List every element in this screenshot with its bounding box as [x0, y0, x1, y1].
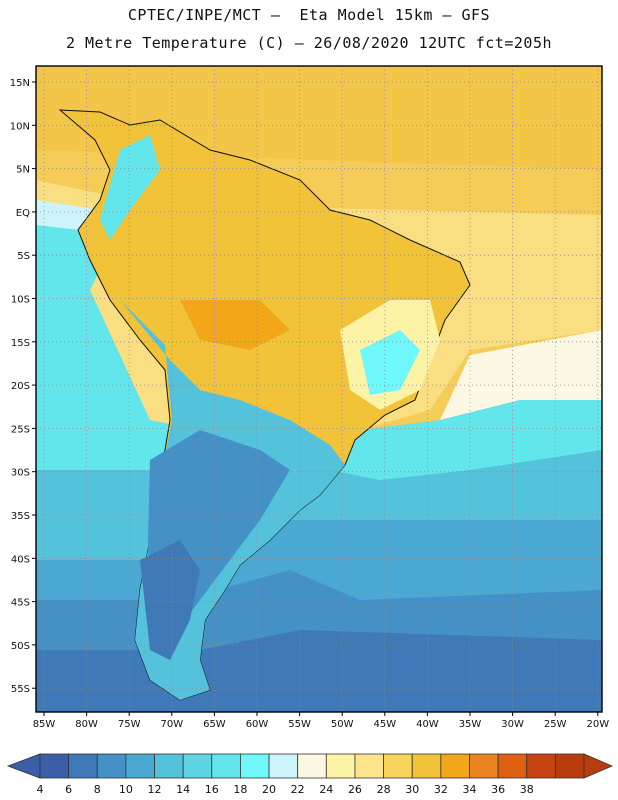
- lat-label: 45S: [11, 598, 30, 609]
- colorbar-segment: [154, 753, 184, 779]
- colorbar-label: 24: [319, 783, 333, 796]
- lat-label: 15N: [10, 78, 30, 89]
- colorbar-segment: [526, 753, 556, 779]
- lat-label: 35S: [11, 511, 30, 522]
- lon-label: 25W: [544, 719, 567, 730]
- colorbar-segment: [268, 753, 299, 779]
- andes-cold-area: [100, 135, 160, 240]
- lat-label: 30S: [11, 468, 30, 479]
- colorbar-segment: [240, 753, 270, 779]
- lat-label: 5S: [17, 251, 30, 262]
- lon-label: 40W: [416, 719, 439, 730]
- colorbar-segment: [211, 753, 241, 779]
- colorbar-segment: [325, 753, 356, 779]
- lon-label: 85W: [33, 719, 56, 730]
- colorbar-label: 28: [377, 783, 391, 796]
- colorbar-segment: [554, 753, 585, 779]
- lon-label: 30W: [501, 719, 524, 730]
- colorbar-segment: [497, 753, 528, 779]
- colorbar-segment: [383, 753, 413, 779]
- ocean-pale-band: [440, 330, 602, 420]
- lat-label: 20S: [11, 381, 30, 392]
- colorbar-label: 32: [434, 783, 448, 796]
- lon-label: 45W: [373, 719, 396, 730]
- chart-subtitle: 2 Metre Temperature (C) – 26/08/2020 12U…: [65, 34, 553, 52]
- lon-label: 65W: [203, 719, 226, 730]
- colorbar-segment: [68, 753, 98, 779]
- lat-label: 15S: [11, 338, 30, 349]
- colorbar-segment: [297, 753, 327, 779]
- colorbar-label: 38: [520, 783, 534, 796]
- colorbar-segment: [411, 753, 442, 779]
- colorbar-label: 10: [119, 783, 133, 796]
- colorbar-label: 34: [462, 783, 476, 796]
- lon-label: 55W: [288, 719, 311, 730]
- colorbar-segment: [469, 753, 499, 779]
- lat-label: 55S: [11, 684, 30, 695]
- colorbar-label: 20: [262, 783, 276, 796]
- colorbar-segment: [182, 753, 213, 779]
- map-field: [36, 66, 602, 712]
- lon-label: 20W: [586, 719, 609, 730]
- lat-label: 10N: [10, 121, 30, 132]
- colorbar-label: 12: [148, 783, 162, 796]
- lon-label: 50W: [331, 719, 354, 730]
- colorbar-label: 16: [205, 783, 219, 796]
- lon-label: 60W: [246, 719, 269, 730]
- lat-label: 25S: [11, 424, 30, 435]
- colorbar-label: 18: [233, 783, 247, 796]
- map-frame: [35, 65, 603, 713]
- colorbar-segment: [440, 753, 470, 779]
- longitude-axis: 85W 80W 75W 70W 65W 60W 55W 50W 45W 40W 35W 30W 25W 2…: [33, 712, 609, 730]
- colorbar-segment: [354, 753, 384, 779]
- lat-label: 40S: [11, 554, 30, 565]
- colorbar-label: 8: [94, 783, 101, 796]
- colorbar-label: 30: [405, 783, 419, 796]
- lon-label: 80W: [75, 719, 98, 730]
- lat-label: EQ: [16, 208, 30, 219]
- lat-label: 10S: [11, 295, 30, 306]
- colorbar-label: 26: [348, 783, 362, 796]
- colorbar-segment: [96, 753, 127, 779]
- colorbar-label: 22: [291, 783, 305, 796]
- lon-label: 35W: [459, 719, 482, 730]
- colorbar-label: 14: [176, 783, 190, 796]
- lat-label: 5N: [16, 165, 30, 176]
- lon-label: 75W: [118, 719, 141, 730]
- colorbar-segment: [125, 753, 155, 779]
- colorbar-label: 36: [491, 783, 505, 796]
- colorbar-right-arrow: [583, 753, 614, 779]
- chart-title: CPTEC/INPE/MCT – Eta Model 15km – GFS: [127, 6, 491, 24]
- colorbar: 4 6 8 10 12 14 16 18 20 22 24 26 28 30 32 34 36 38: [6, 753, 614, 796]
- colorbar-label: 6: [65, 783, 72, 796]
- colorbar-segment: [39, 753, 70, 779]
- lon-label: 70W: [160, 719, 183, 730]
- colorbar-left-arrow: [6, 753, 41, 779]
- colorbar-label: 4: [37, 783, 44, 796]
- latitude-axis: 15N 10N 5N EQ 5S 10S 15S 20S 25S 30S 35S 40S 45S 50S 5…: [10, 78, 36, 695]
- lat-label: 50S: [11, 641, 30, 652]
